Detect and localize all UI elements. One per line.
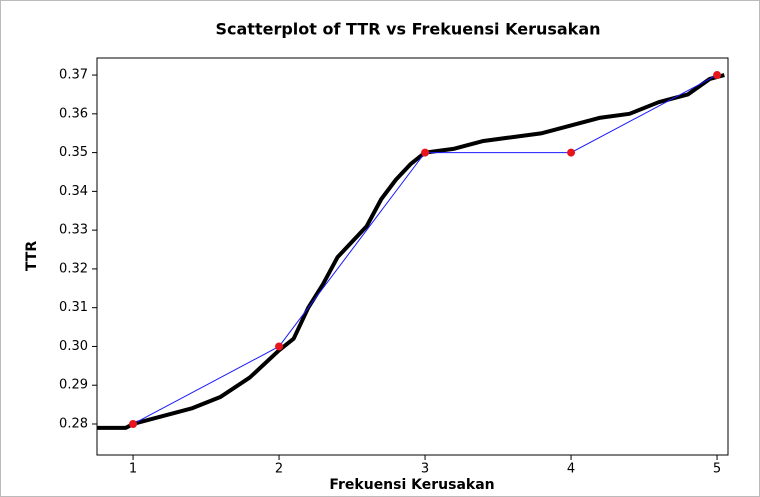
y-tick-label: 0.36 [59, 106, 88, 121]
y-tick-label: 0.34 [59, 184, 88, 199]
y-tick-label: 0.37 [59, 68, 88, 83]
y-tick-label: 0.35 [59, 145, 88, 160]
point [275, 342, 284, 351]
y-tick-label: 0.31 [59, 300, 88, 315]
point [567, 148, 576, 157]
smooth-curve [96, 73, 725, 430]
y-tick-label: 0.32 [59, 261, 88, 276]
x-tick-label: 1 [129, 462, 137, 477]
y-axis-label: TTR [24, 241, 40, 271]
point [129, 419, 138, 428]
point [421, 148, 430, 157]
x-tick-label: 4 [567, 462, 575, 477]
chart-title: Scatterplot of TTR vs Frekuensi Kerusaka… [215, 20, 600, 39]
x-tick-label: 5 [713, 462, 721, 477]
y-tick-label: 0.33 [59, 223, 88, 238]
y-tick-label: 0.28 [59, 416, 88, 431]
y-tick-label: 0.30 [59, 339, 88, 354]
x-axis-label: Frekuensi Kerusakan [329, 477, 494, 493]
plot-frame [96, 57, 729, 456]
point [713, 71, 722, 80]
x-tick-label: 3 [421, 462, 429, 477]
y-tick-label: 0.29 [59, 378, 88, 393]
x-tick-label: 2 [275, 462, 283, 477]
